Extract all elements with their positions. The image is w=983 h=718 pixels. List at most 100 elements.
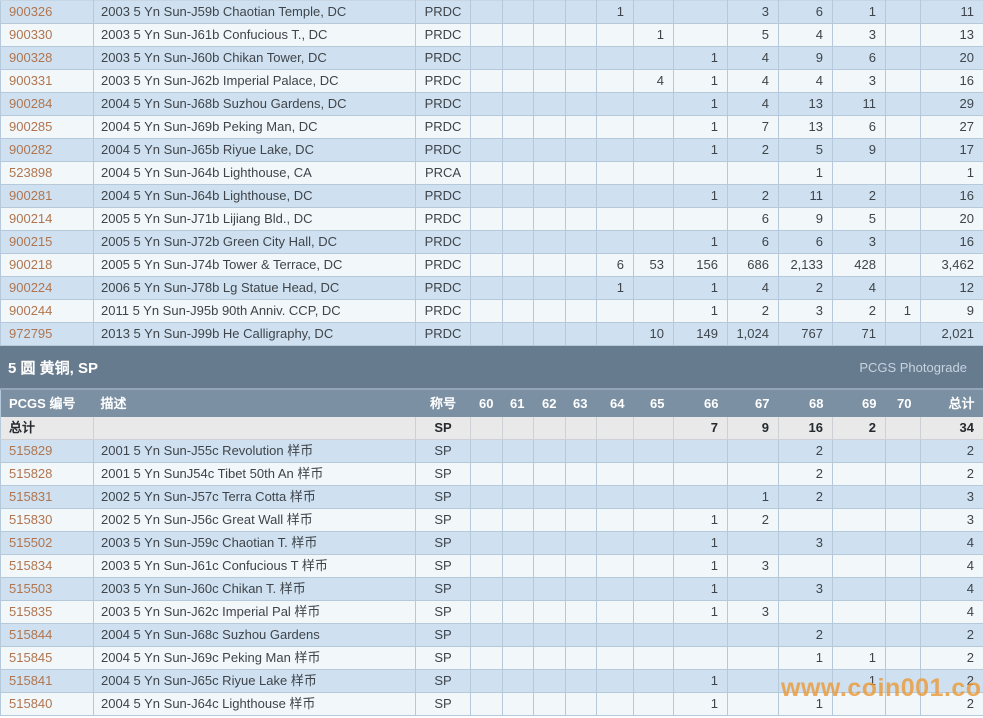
grade-67-cell: 2 [727,299,779,323]
grade-69-cell [832,692,886,716]
grade-64-cell [596,184,634,208]
pcgs-number-cell[interactable]: 515844 [0,623,94,647]
pcgs-number-cell[interactable]: 515845 [0,646,94,670]
description-cell: 2005 5 Yn Sun-J74b Tower & Terrace, DC [93,253,416,277]
grade-68-cell: 767 [778,322,833,346]
grade-70-cell [885,184,921,208]
total-cell: 2,021 [920,322,983,346]
pcgs-number-cell[interactable]: 900214 [0,207,94,231]
grade-67-cell [727,577,779,601]
grade-68-cell: 3 [778,577,833,601]
grade-70-cell [885,692,921,716]
pcgs-number-cell[interactable]: 900215 [0,230,94,254]
pcgs-number-cell[interactable]: 900331 [0,69,94,93]
pcgs-number-cell[interactable]: 972795 [0,322,94,346]
table-row: 900218 2005 5 Yn Sun-J74b Tower & Terrace… [0,253,983,277]
grade-61-cell [502,692,534,716]
grade-61-cell [502,508,534,532]
grade-63-cell [565,0,597,24]
pcgs-number-cell[interactable]: 900224 [0,276,94,300]
grade-69-cell: 2 [832,417,886,440]
grade-63-cell [565,439,597,463]
pcgs-number-cell[interactable]: 900218 [0,253,94,277]
grade-70-cell: 1 [885,299,921,323]
description-cell: 2011 5 Yn Sun-J95b 90th Anniv. CCP, DC [93,299,416,323]
total-cell: 1 [920,161,983,185]
pcgs-number-cell[interactable]: 900281 [0,184,94,208]
grade-67-cell [727,161,779,185]
grade-62-cell [533,531,566,555]
pcgs-number-cell[interactable]: 900330 [0,23,94,47]
grade-68-cell: 13 [778,115,833,139]
grade-70-cell [885,577,921,601]
total-cell: 4 [920,554,983,578]
pcgs-number-cell[interactable]: 515829 [0,439,94,463]
pcgs-number-cell[interactable]: 515828 [0,462,94,486]
pcgs-number-cell[interactable]: 515503 [0,577,94,601]
grade-69-cell: 2 [832,299,886,323]
pcgs-number-cell[interactable]: 515835 [0,600,94,624]
pcgs-number-cell[interactable]: 515834 [0,554,94,578]
pcgs-number-cell[interactable]: 515831 [0,485,94,509]
grade-66-cell: 1 [673,669,728,693]
total-cell: 4 [920,531,983,555]
pcgs-number-cell[interactable]: 515830 [0,508,94,532]
grade-64-cell [596,439,634,463]
grade-68-cell: 13 [778,92,833,116]
grade-68-cell: 5 [778,138,833,162]
grade-63-cell [565,462,597,486]
total-cell: 9 [920,299,983,323]
grade-66-cell: 1 [673,69,728,93]
table-row: 515835 2003 5 Yn Sun-J62c Imperial Pal 样币… [0,600,983,624]
grade-70-cell [885,115,921,139]
grade-70-cell [885,23,921,47]
grade-62-cell [533,485,566,509]
pcgs-number-cell[interactable]: 900244 [0,299,94,323]
grade-63-cell [565,692,597,716]
grade-62-cell [533,439,566,463]
grade-66-cell [673,462,728,486]
designation-cell: SP [415,417,471,440]
grade-64-cell [596,417,634,440]
grade-64-cell [596,92,634,116]
grade-70-cell [885,230,921,254]
description-cell: 2004 5 Yn Sun-J68b Suzhou Gardens, DC [93,92,416,116]
grade-68-cell [778,508,833,532]
pcgs-number-cell[interactable]: 515502 [0,531,94,555]
pcgs-number-cell[interactable]: 523898 [0,161,94,185]
grade-61-cell [502,0,534,24]
grade-66-cell: 1 [673,276,728,300]
grade-62-header: 62 [533,390,566,417]
pcgs-number-cell[interactable]: 900284 [0,92,94,116]
photograde-link[interactable]: PCGS Photograde [859,359,967,375]
grade-63-cell [565,646,597,670]
grade-67-cell [727,623,779,647]
pcgs-number-cell[interactable]: 900328 [0,46,94,70]
grade-64-cell [596,161,634,185]
grade-66-cell: 156 [673,253,728,277]
grade-69-cell: 2 [832,184,886,208]
designation-cell: PRDC [415,230,471,254]
grade-60-cell [470,184,503,208]
grade-64-cell [596,69,634,93]
grade-66-cell: 1 [673,508,728,532]
grade-62-cell [533,417,566,440]
grade-70-cell [885,508,921,532]
grade-67-cell: 4 [727,276,779,300]
grade-66-cell [673,646,728,670]
grade-64-cell: 1 [596,0,634,24]
grade-69-cell: 3 [832,69,886,93]
grade-68-cell: 1 [778,646,833,670]
pcgs-number-cell[interactable]: 515840 [0,692,94,716]
pcgs-number-cell[interactable]: 900282 [0,138,94,162]
pcgs-number-cell[interactable]: 900326 [0,0,94,24]
grade-68-cell: 2,133 [778,253,833,277]
pcgs-number-cell[interactable]: 515841 [0,669,94,693]
grade-69-header: 69 [832,390,886,417]
grade-63-cell [565,531,597,555]
grade-65-cell [633,230,674,254]
grade-60-header: 60 [470,390,503,417]
description-cell: 2003 5 Yn Sun-J62b Imperial Palace, DC [93,69,416,93]
pcgs-number-cell[interactable]: 900285 [0,115,94,139]
table-row: 515844 2004 5 Yn Sun-J68c Suzhou Gardens S… [0,623,983,647]
